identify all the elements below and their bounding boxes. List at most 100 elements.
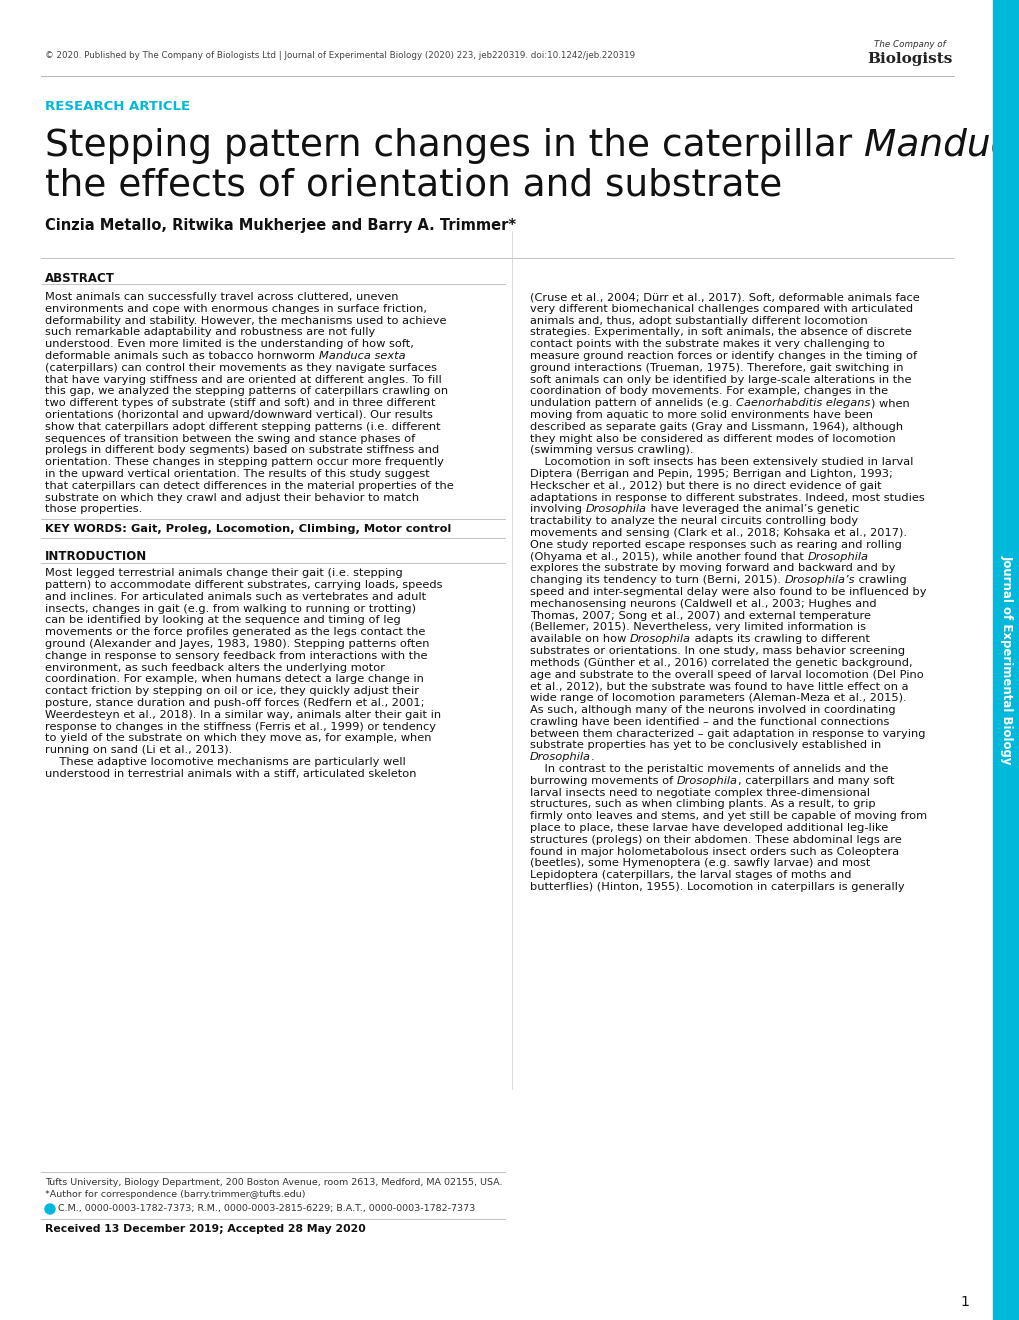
Text: adaptations in response to different substrates. Indeed, most studies: adaptations in response to different sub…	[530, 492, 924, 503]
Text: change in response to sensory feedback from interactions with the: change in response to sensory feedback f…	[45, 651, 427, 661]
Text: et al., 2012), but the substrate was found to have little effect on a: et al., 2012), but the substrate was fou…	[530, 681, 908, 692]
Text: Manduca sexta: Manduca sexta	[863, 128, 1019, 164]
Text: INTRODUCTION: INTRODUCTION	[45, 550, 147, 564]
Text: Locomotion in soft insects has been extensively studied in larval: Locomotion in soft insects has been exte…	[530, 457, 912, 467]
Text: Drosophila: Drosophila	[530, 752, 590, 762]
Text: changing its tendency to turn (Berni, 2015).: changing its tendency to turn (Berni, 20…	[530, 576, 784, 585]
Text: Received 13 December 2019; Accepted 28 May 2020: Received 13 December 2019; Accepted 28 M…	[45, 1224, 366, 1234]
Text: .: .	[590, 752, 594, 762]
Text: running on sand (Li et al., 2013).: running on sand (Li et al., 2013).	[45, 746, 232, 755]
Text: , caterpillars and many soft: , caterpillars and many soft	[737, 776, 894, 785]
Text: can be identified by looking at the sequence and timing of leg: can be identified by looking at the sequ…	[45, 615, 400, 626]
Text: environments and cope with enormous changes in surface friction,: environments and cope with enormous chan…	[45, 304, 427, 314]
Text: explores the substrate by moving forward and backward and by: explores the substrate by moving forward…	[530, 564, 895, 573]
Text: movements and sensing (Clark et al., 2018; Kohsaka et al., 2017).: movements and sensing (Clark et al., 201…	[530, 528, 906, 539]
Text: Manduca sexta: Manduca sexta	[318, 351, 405, 360]
Text: Thomas, 2007; Song et al., 2007) and external temperature: Thomas, 2007; Song et al., 2007) and ext…	[530, 611, 870, 620]
Text: RESEARCH ARTICLE: RESEARCH ARTICLE	[45, 100, 190, 114]
Text: Cinzia Metallo, Ritwika Mukherjee and Barry A. Trimmer*: Cinzia Metallo, Ritwika Mukherjee and Ba…	[45, 218, 516, 234]
Text: mechanosensing neurons (Caldwell et al., 2003; Hughes and: mechanosensing neurons (Caldwell et al.,…	[530, 599, 875, 609]
Text: One study reported escape responses such as rearing and rolling: One study reported escape responses such…	[530, 540, 901, 550]
Text: Drosophila’s: Drosophila’s	[784, 576, 854, 585]
Text: butterflies) (Hinton, 1955). Locomotion in caterpillars is generally: butterflies) (Hinton, 1955). Locomotion …	[530, 882, 904, 892]
Text: contact points with the substrate makes it very challenging to: contact points with the substrate makes …	[530, 339, 884, 350]
Text: coordination. For example, when humans detect a large change in: coordination. For example, when humans d…	[45, 675, 424, 684]
Text: Most animals can successfully travel across cluttered, uneven: Most animals can successfully travel acr…	[45, 292, 398, 302]
Text: Diptera (Berrigan and Pepin, 1995; Berrigan and Lighton, 1993;: Diptera (Berrigan and Pepin, 1995; Berri…	[530, 469, 892, 479]
Text: posture, stance duration and push-off forces (Redfern et al., 2001;: posture, stance duration and push-off fo…	[45, 698, 424, 708]
Text: adapts its crawling to different: adapts its crawling to different	[690, 634, 869, 644]
Text: very different biomechanical challenges compared with articulated: very different biomechanical challenges …	[530, 304, 912, 314]
Text: Weerdesteyn et al., 2018). In a similar way, animals alter their gait in: Weerdesteyn et al., 2018). In a similar …	[45, 710, 440, 719]
Text: As such, although many of the neurons involved in coordinating: As such, although many of the neurons in…	[530, 705, 895, 715]
Text: KEY WORDS: Gait, Proleg, Locomotion, Climbing, Motor control: KEY WORDS: Gait, Proleg, Locomotion, Cli…	[45, 524, 451, 535]
Text: substrate on which they crawl and adjust their behavior to match: substrate on which they crawl and adjust…	[45, 492, 419, 503]
Text: undulation pattern of annelids (e.g.: undulation pattern of annelids (e.g.	[530, 399, 736, 408]
Text: that have varying stiffness and are oriented at different angles. To fill: that have varying stiffness and are orie…	[45, 375, 441, 384]
Text: Drosophila: Drosophila	[630, 634, 690, 644]
Text: this gap, we analyzed the stepping patterns of caterpillars crawling on: this gap, we analyzed the stepping patte…	[45, 387, 447, 396]
Text: Stepping pattern changes in the caterpillar: Stepping pattern changes in the caterpil…	[45, 128, 863, 164]
Text: such remarkable adaptability and robustness are not fully: such remarkable adaptability and robustn…	[45, 327, 375, 338]
Text: understood. Even more limited is the understanding of how soft,: understood. Even more limited is the und…	[45, 339, 414, 350]
Text: involving: involving	[530, 504, 585, 515]
Text: (swimming versus crawling).: (swimming versus crawling).	[530, 445, 693, 455]
Text: movements or the force profiles generated as the legs contact the: movements or the force profiles generate…	[45, 627, 425, 638]
Text: contact friction by stepping on oil or ice, they quickly adjust their: contact friction by stepping on oil or i…	[45, 686, 419, 696]
Text: crawling have been identified – and the functional connections: crawling have been identified – and the …	[530, 717, 889, 727]
Text: (Bellemer, 2015). Nevertheless, very limited information is: (Bellemer, 2015). Nevertheless, very lim…	[530, 623, 865, 632]
Text: coordination of body movements. For example, changes in the: coordination of body movements. For exam…	[530, 387, 888, 396]
Circle shape	[45, 1204, 55, 1214]
Text: found in major holometabolous insect orders such as Coleoptera: found in major holometabolous insect ord…	[530, 846, 898, 857]
Text: substrates or orientations. In one study, mass behavior screening: substrates or orientations. In one study…	[530, 645, 904, 656]
Text: *Author for correspondence (barry.trimmer@tufts.edu): *Author for correspondence (barry.trimme…	[45, 1191, 306, 1199]
Text: and inclines. For articulated animals such as vertebrates and adult: and inclines. For articulated animals su…	[45, 591, 426, 602]
Text: Journal of Experimental Biology: Journal of Experimental Biology	[1000, 556, 1013, 764]
Text: Tufts University, Biology Department, 200 Boston Avenue, room 2613, Medford, MA : Tufts University, Biology Department, 20…	[45, 1177, 502, 1187]
Text: Biologists: Biologists	[866, 51, 952, 66]
Text: prolegs in different body segments) based on substrate stiffness and: prolegs in different body segments) base…	[45, 445, 439, 455]
Text: show that caterpillars adopt different stepping patterns (i.e. different: show that caterpillars adopt different s…	[45, 422, 440, 432]
Text: insects, changes in gait (e.g. from walking to running or trotting): insects, changes in gait (e.g. from walk…	[45, 603, 416, 614]
Text: available on how: available on how	[530, 634, 630, 644]
Text: ground (Alexander and Jayes, 1983, 1980). Stepping patterns often: ground (Alexander and Jayes, 1983, 1980)…	[45, 639, 429, 649]
Text: firmly onto leaves and stems, and yet still be capable of moving from: firmly onto leaves and stems, and yet st…	[530, 812, 926, 821]
Bar	[993, 0, 1019, 1320]
Text: © 2020. Published by The Company of Biologists Ltd | Journal of Experimental Bio: © 2020. Published by The Company of Biol…	[45, 51, 635, 59]
Text: Drosophila: Drosophila	[807, 552, 867, 561]
Text: These adaptive locomotive mechanisms are particularly well: These adaptive locomotive mechanisms are…	[45, 756, 406, 767]
Text: crawling: crawling	[854, 576, 906, 585]
Text: In contrast to the peristaltic movements of annelids and the: In contrast to the peristaltic movements…	[530, 764, 888, 774]
Text: those properties.: those properties.	[45, 504, 142, 515]
Text: tractability to analyze the neural circuits controlling body: tractability to analyze the neural circu…	[530, 516, 857, 527]
Text: to yield of the substrate on which they move as, for example, when: to yield of the substrate on which they …	[45, 734, 431, 743]
Text: burrowing movements of: burrowing movements of	[530, 776, 677, 785]
Text: methods (Günther et al., 2016) correlated the genetic background,: methods (Günther et al., 2016) correlate…	[530, 657, 912, 668]
Text: that caterpillars can detect differences in the material properties of the: that caterpillars can detect differences…	[45, 480, 453, 491]
Text: Drosophila: Drosophila	[677, 776, 737, 785]
Text: sequences of transition between the swing and stance phases of: sequences of transition between the swin…	[45, 433, 415, 444]
Text: strategies. Experimentally, in soft animals, the absence of discrete: strategies. Experimentally, in soft anim…	[530, 327, 911, 338]
Text: deformability and stability. However, the mechanisms used to achieve: deformability and stability. However, th…	[45, 315, 446, 326]
Text: understood in terrestrial animals with a stiff, articulated skeleton: understood in terrestrial animals with a…	[45, 768, 416, 779]
Text: place to place, these larvae have developed additional leg-like: place to place, these larvae have develo…	[530, 822, 888, 833]
Text: (Ohyama et al., 2015), while another found that: (Ohyama et al., 2015), while another fou…	[530, 552, 807, 561]
Text: Most legged terrestrial animals change their gait (i.e. stepping: Most legged terrestrial animals change t…	[45, 568, 403, 578]
Text: ) when: ) when	[870, 399, 909, 408]
Text: in the upward vertical orientation. The results of this study suggest: in the upward vertical orientation. The …	[45, 469, 429, 479]
Text: speed and inter-segmental delay were also found to be influenced by: speed and inter-segmental delay were als…	[530, 587, 925, 597]
Text: (caterpillars) can control their movements as they navigate surfaces: (caterpillars) can control their movemen…	[45, 363, 436, 372]
Text: age and substrate to the overall speed of larval locomotion (Del Pino: age and substrate to the overall speed o…	[530, 669, 923, 680]
Text: animals and, thus, adopt substantially different locomotion: animals and, thus, adopt substantially d…	[530, 315, 867, 326]
Text: soft animals can only be identified by large-scale alterations in the: soft animals can only be identified by l…	[530, 375, 911, 384]
Text: 1: 1	[960, 1295, 968, 1309]
Text: environment, as such feedback alters the underlying motor: environment, as such feedback alters the…	[45, 663, 384, 673]
Text: Lepidoptera (caterpillars, the larval stages of moths and: Lepidoptera (caterpillars, the larval st…	[530, 870, 851, 880]
Text: C.M., 0000-0003-1782-7373; R.M., 0000-0003-2815-6229; B.A.T., 0000-0003-1782-737: C.M., 0000-0003-1782-7373; R.M., 0000-00…	[58, 1204, 475, 1213]
Text: orientations (horizontal and upward/downward vertical). Our results: orientations (horizontal and upward/down…	[45, 411, 432, 420]
Text: Drosophila: Drosophila	[585, 504, 646, 515]
Text: wide range of locomotion parameters (Aleman-Meza et al., 2015).: wide range of locomotion parameters (Ale…	[530, 693, 906, 704]
Text: the effects of orientation and substrate: the effects of orientation and substrate	[45, 168, 782, 203]
Text: structures, such as when climbing plants. As a result, to grip: structures, such as when climbing plants…	[530, 800, 874, 809]
Text: structures (prolegs) on their abdomen. These abdominal legs are: structures (prolegs) on their abdomen. T…	[530, 834, 901, 845]
